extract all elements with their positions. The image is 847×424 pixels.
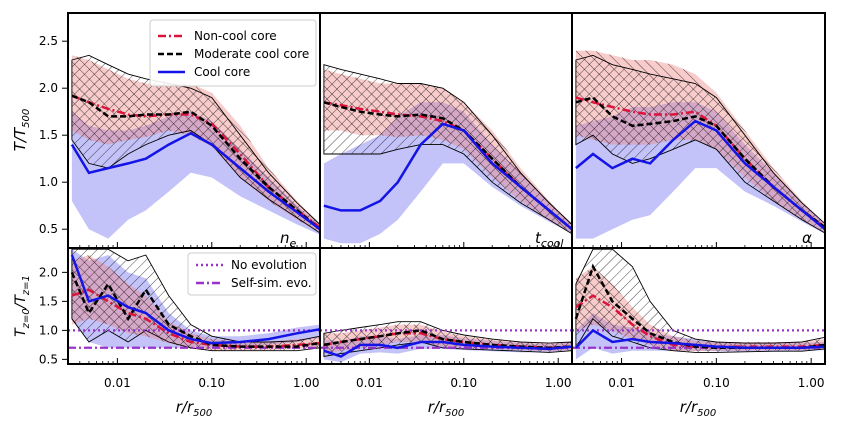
legend-bottom-box <box>187 252 317 296</box>
moderate-cool-core-band <box>575 54 825 234</box>
x-tick-label: 0.01 <box>608 376 635 390</box>
panel-label-2-main: α <box>802 229 812 247</box>
panel-1-bottom-series <box>320 321 572 363</box>
panel-label-1: tcool <box>535 229 563 250</box>
y-tick-label: 1.5 <box>39 294 58 308</box>
legend-top: Non-cool core Moderate cool core Cool co… <box>149 19 317 87</box>
x-tick-label: 0.01 <box>356 376 383 390</box>
xlabel-2-sub: 500 <box>697 408 716 419</box>
non-cool-core-line <box>71 288 320 348</box>
panel-0-bottom-series <box>68 248 320 352</box>
cool-core-line <box>70 131 320 231</box>
panel-label-1-sub: cool <box>541 237 564 250</box>
ylabel-bottom-mid: /T <box>13 294 29 311</box>
x-tick-label: 1.00 <box>293 376 320 390</box>
panel-2-top-series <box>575 50 825 239</box>
legend-top-box <box>149 19 317 87</box>
legend-top-label-2: Cool core <box>194 65 250 79</box>
ylabel-bottom-sub2: z=1 <box>21 275 32 296</box>
moderate-cool-core-line <box>71 94 320 231</box>
axis-layer: 0.01 0.10 1.00 0.01 0.10 1.00 0.01 0.10 1.00 0.5 1… <box>39 34 825 390</box>
cool-core-line <box>323 122 572 231</box>
x-tick-label: 0.10 <box>703 376 730 390</box>
x-tick-label: 0.10 <box>450 376 477 390</box>
x-tick-label: 1.00 <box>545 376 572 390</box>
xlabel-2: r/r500 <box>680 398 716 419</box>
ylabel-bottom: Tz=0/Tz=1 <box>13 275 32 337</box>
xlabel-2-main: r/r <box>680 398 698 416</box>
cool-core-line <box>70 254 320 345</box>
xlabel-1-main: r/r <box>428 398 446 416</box>
x-tick-label: 0.01 <box>104 376 131 390</box>
legend-bottom-label-1: Self-sim. evo. <box>231 276 312 290</box>
ylabel-top: T/T500 <box>11 109 32 151</box>
frame-layer <box>67 12 826 365</box>
y-tick-label: 2.0 <box>39 265 58 279</box>
cool-core-line <box>575 328 825 350</box>
data-layer <box>68 50 825 363</box>
legend-bottom: No evolution Self-sim. evo. <box>187 252 317 296</box>
legend-top-label-1: Moderate cool core <box>194 47 309 61</box>
xlabel-1: r/r500 <box>428 398 464 419</box>
moderate-cool-core-line <box>70 271 320 348</box>
panel-label-0: ne <box>280 229 297 250</box>
moderate-cool-core-band <box>323 64 572 235</box>
xlabel-0-sub: 500 <box>193 408 212 419</box>
panel-1-top-series <box>323 64 572 244</box>
y-tick-label: 0.5 <box>39 222 58 236</box>
cool-core-line <box>323 340 572 358</box>
ylabel-top-main: T/T <box>11 126 29 151</box>
y-tick-label: 0.5 <box>39 352 58 366</box>
ylabel-top-sub: 500 <box>21 109 32 128</box>
panel-label-1-main: t <box>535 229 542 247</box>
moderate-cool-core-band <box>575 248 825 353</box>
panel-label-2: α <box>802 229 812 247</box>
y-tick-label: 2.5 <box>39 34 58 48</box>
moderate-cool-core-line <box>323 329 572 350</box>
moderate-cool-core-band <box>71 248 320 352</box>
xlabel-0: r/r500 <box>176 398 212 419</box>
panel-0-top-series <box>70 54 320 239</box>
panel-frame <box>571 247 826 365</box>
ylabel-bottom-sub1: z=0 <box>21 308 32 329</box>
legend-top-label-0: Non-cool core <box>194 29 277 43</box>
xlabel-1-sub: 500 <box>445 408 464 419</box>
y-tick-label: 2.0 <box>39 81 58 95</box>
y-tick-label: 1.5 <box>39 128 58 142</box>
xlabel-0-main: r/r <box>176 398 194 416</box>
x-tick-label: 0.10 <box>198 376 225 390</box>
legend-bottom-label-0: No evolution <box>231 258 307 272</box>
y-tick-label: 1.0 <box>39 323 58 337</box>
cool-core-line <box>575 119 825 231</box>
y-tick-label: 1.0 <box>39 175 58 189</box>
moderate-cool-core-band <box>71 54 320 234</box>
moderate-cool-core-line <box>323 101 572 231</box>
ylabel-bottom-t: T <box>13 327 29 337</box>
x-tick-label: 1.00 <box>798 376 825 390</box>
panel-label-0-main: n <box>280 229 290 247</box>
panel-2-bottom-series <box>572 248 825 360</box>
panel-label-0-sub: e <box>290 237 297 250</box>
